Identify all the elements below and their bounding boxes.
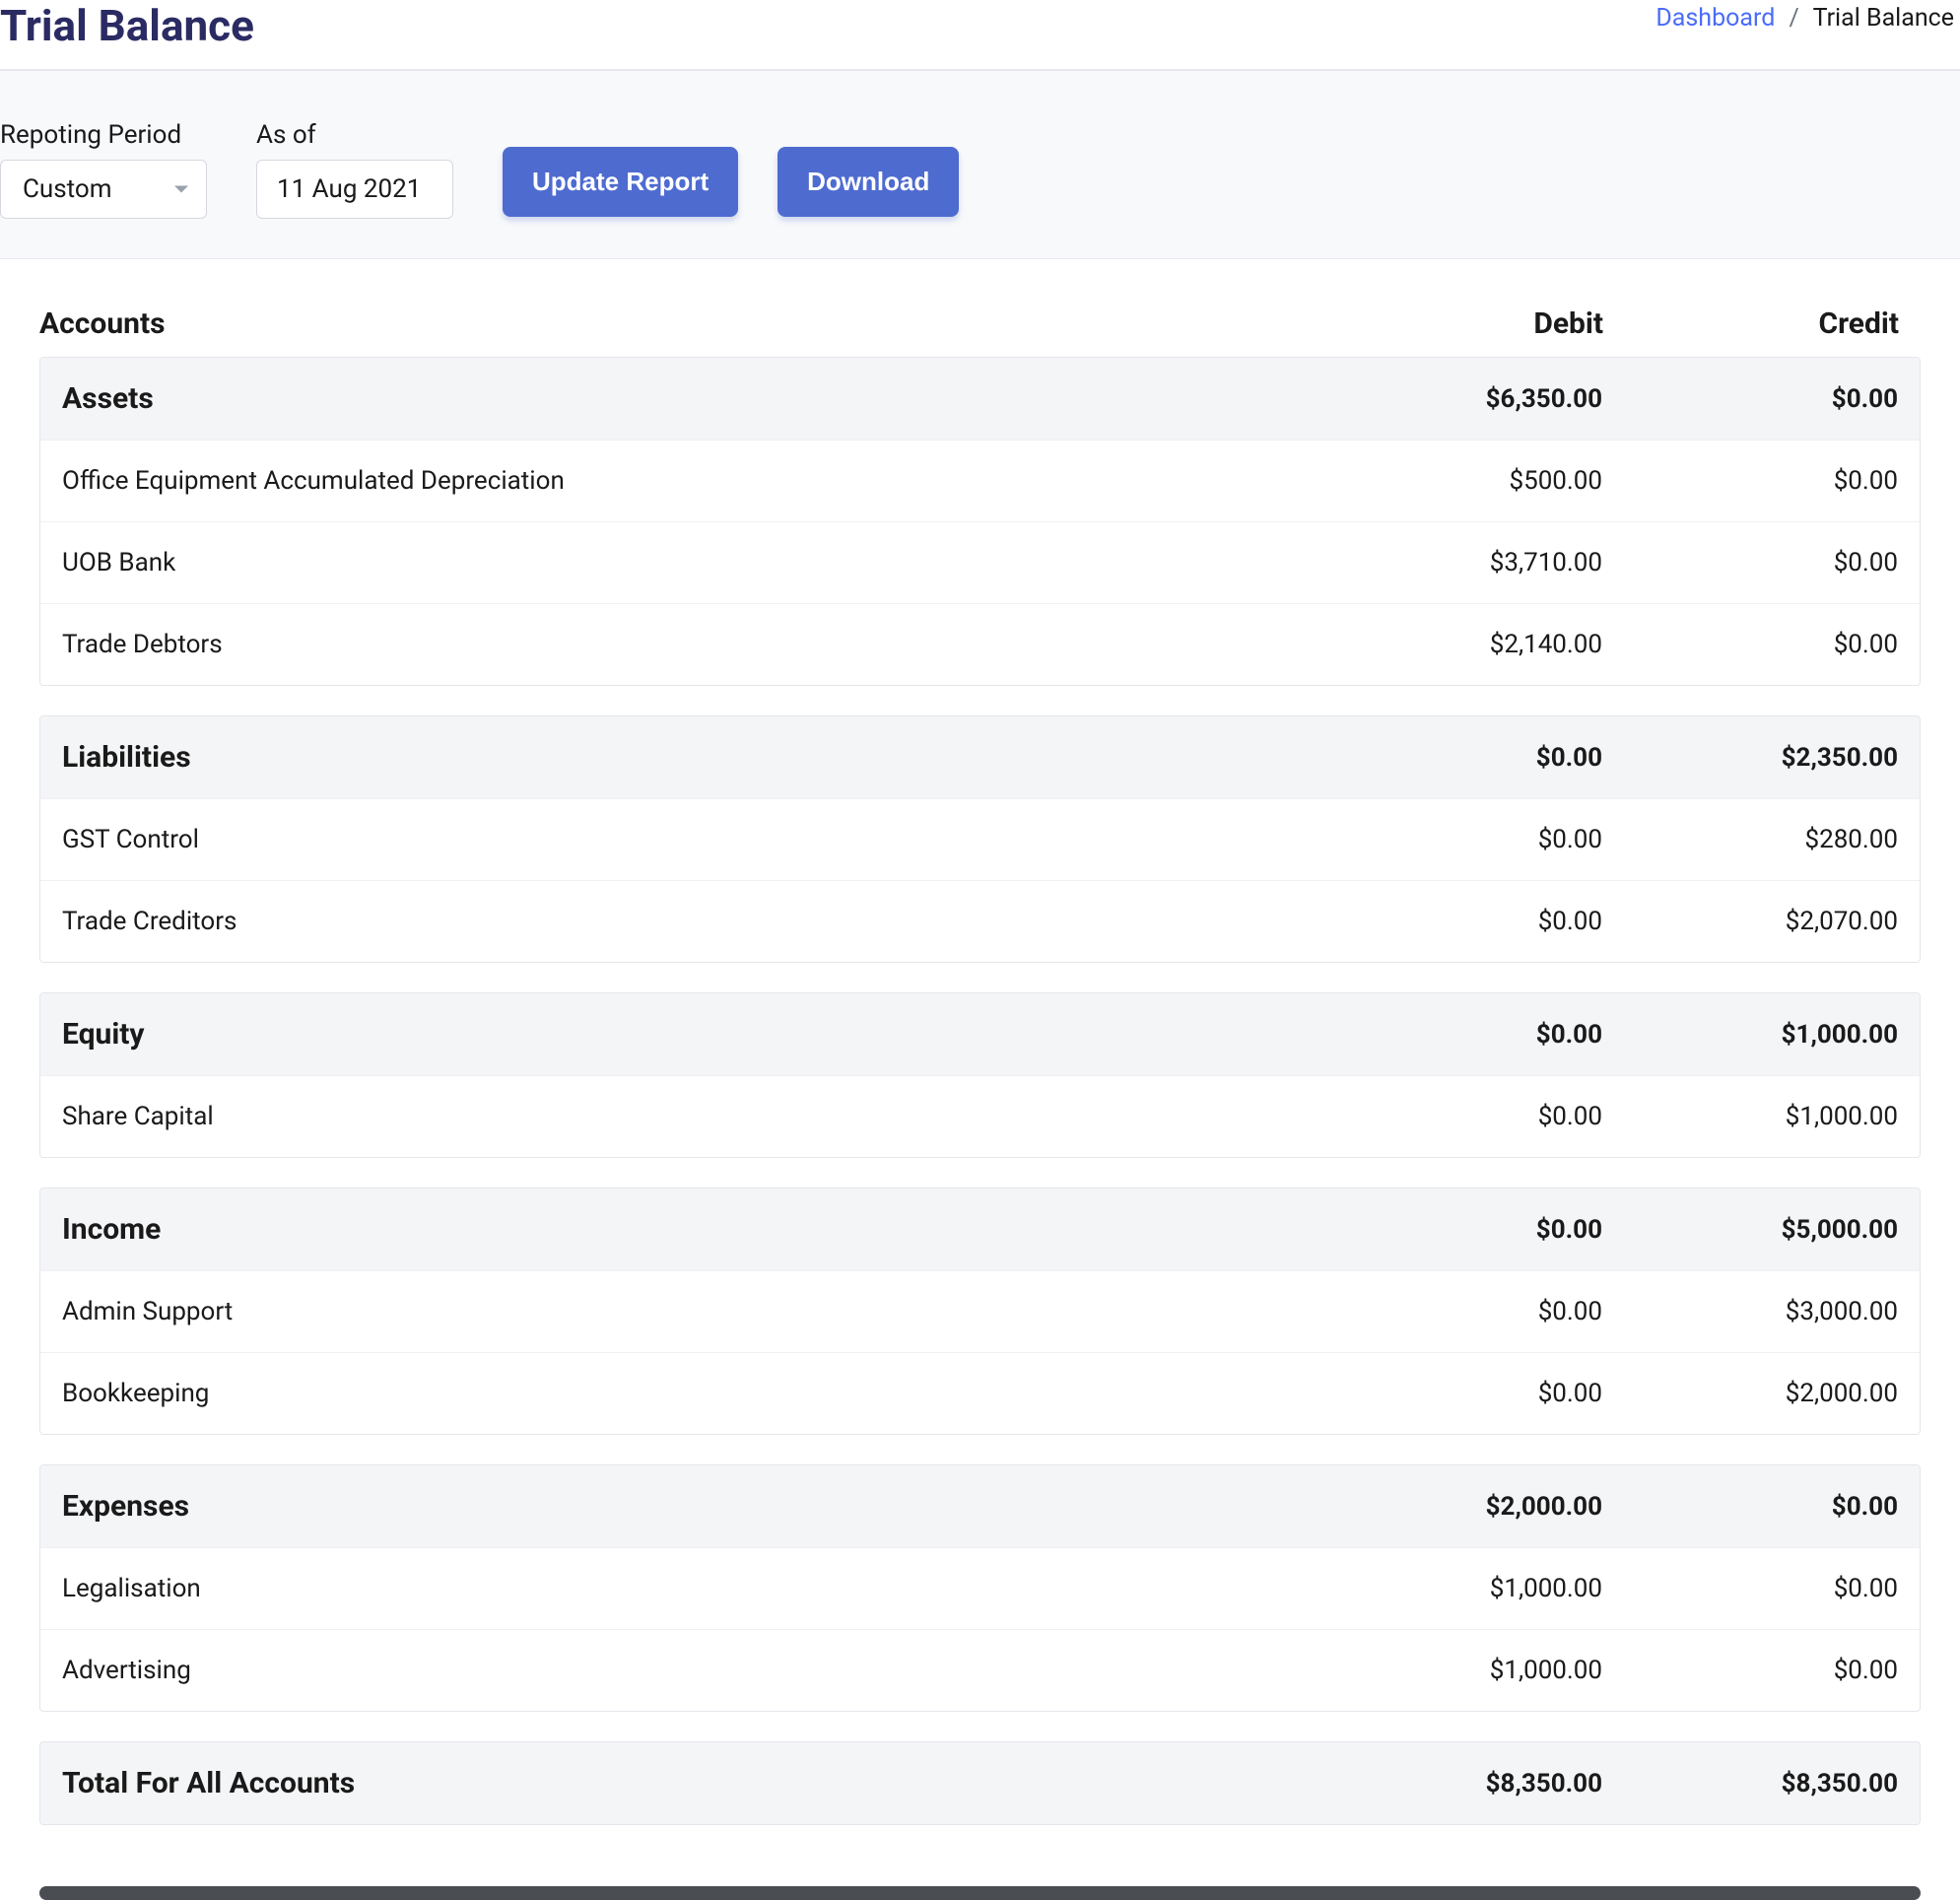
account-credit: $2,070.00 — [1602, 907, 1898, 936]
totals-credit: $8,350.00 — [1602, 1769, 1898, 1798]
section: Equity$0.00$1,000.00Share Capital$0.00$1… — [39, 992, 1921, 1158]
column-header-accounts: Accounts — [39, 306, 1408, 341]
section: Assets$6,350.00$0.00Office Equipment Acc… — [39, 357, 1921, 686]
account-credit: $0.00 — [1602, 1656, 1898, 1685]
page-header: Trial Balance Dashboard / Trial Balance — [0, 0, 1960, 71]
section: Income$0.00$5,000.00Admin Support$0.00$3… — [39, 1188, 1921, 1435]
section: Liabilities$0.00$2,350.00GST Control$0.0… — [39, 715, 1921, 963]
controls-bar: Repoting Period Custom As of 11 Aug 2021… — [0, 71, 1960, 259]
account-row: UOB Bank$3,710.00$0.00 — [40, 521, 1920, 603]
totals-label: Total For All Accounts — [62, 1766, 1386, 1800]
account-row: Advertising$1,000.00$0.00 — [40, 1629, 1920, 1711]
account-row: GST Control$0.00$280.00 — [40, 798, 1920, 880]
update-report-button[interactable]: Update Report — [503, 147, 738, 217]
account-debit: $0.00 — [1386, 1379, 1602, 1408]
account-credit: $0.00 — [1602, 548, 1898, 577]
account-name: Office Equipment Accumulated Depreciatio… — [62, 466, 1386, 496]
section-name: Expenses — [62, 1489, 1386, 1524]
column-headers: Accounts Debit Credit — [39, 289, 1921, 357]
account-credit: $2,000.00 — [1602, 1379, 1898, 1408]
section-debit: $0.00 — [1386, 1215, 1602, 1245]
account-credit: $0.00 — [1602, 630, 1898, 659]
reporting-period-label: Repoting Period — [0, 120, 207, 150]
section-header: Equity$0.00$1,000.00 — [40, 993, 1920, 1075]
account-debit: $0.00 — [1386, 1102, 1602, 1131]
section-name: Liabilities — [62, 740, 1386, 775]
breadcrumb-current: Trial Balance — [1813, 4, 1954, 33]
account-credit: $280.00 — [1602, 825, 1898, 854]
section-debit: $6,350.00 — [1386, 384, 1602, 414]
section-debit: $0.00 — [1386, 1020, 1602, 1050]
section: Expenses$2,000.00$0.00Legalisation$1,000… — [39, 1464, 1921, 1712]
reporting-period-value: Custom — [23, 174, 112, 204]
section-debit: $0.00 — [1386, 743, 1602, 773]
account-credit: $0.00 — [1602, 466, 1898, 496]
breadcrumb: Dashboard / Trial Balance — [1656, 0, 1960, 33]
reporting-period-group: Repoting Period Custom — [0, 120, 207, 219]
account-name: Trade Creditors — [62, 907, 1386, 936]
totals-debit: $8,350.00 — [1386, 1769, 1602, 1798]
section-credit: $1,000.00 — [1602, 1020, 1898, 1050]
account-debit: $2,140.00 — [1386, 630, 1602, 659]
download-button[interactable]: Download — [777, 147, 959, 217]
account-name: Share Capital — [62, 1102, 1386, 1131]
account-debit: $1,000.00 — [1386, 1656, 1602, 1685]
account-name: Advertising — [62, 1656, 1386, 1685]
account-debit: $0.00 — [1386, 907, 1602, 936]
section-header: Income$0.00$5,000.00 — [40, 1188, 1920, 1270]
section-name: Assets — [62, 381, 1386, 416]
account-credit: $0.00 — [1602, 1574, 1898, 1603]
section-header: Assets$6,350.00$0.00 — [40, 358, 1920, 440]
as-of-label: As of — [256, 120, 453, 150]
account-row: Trade Creditors$0.00$2,070.00 — [40, 880, 1920, 962]
sections-container: Assets$6,350.00$0.00Office Equipment Acc… — [39, 357, 1921, 1712]
section-header: Liabilities$0.00$2,350.00 — [40, 716, 1920, 798]
account-row: Admin Support$0.00$3,000.00 — [40, 1270, 1920, 1352]
section-credit: $2,350.00 — [1602, 743, 1898, 773]
controls-buttons: Update Report Download — [503, 147, 959, 219]
account-row: Trade Debtors$2,140.00$0.00 — [40, 603, 1920, 685]
breadcrumb-dashboard-link[interactable]: Dashboard — [1656, 4, 1775, 33]
account-name: Trade Debtors — [62, 630, 1386, 659]
section-name: Equity — [62, 1017, 1386, 1052]
horizontal-scrollbar[interactable] — [39, 1886, 1921, 1900]
report-content: Accounts Debit Credit Assets$6,350.00$0.… — [0, 259, 1960, 1865]
section-name: Income — [62, 1212, 1386, 1247]
breadcrumb-separator: / — [1790, 4, 1799, 33]
column-header-debit: Debit — [1408, 306, 1625, 341]
account-name: Bookkeeping — [62, 1379, 1386, 1408]
account-credit: $3,000.00 — [1602, 1297, 1898, 1326]
account-name: Legalisation — [62, 1574, 1386, 1603]
column-header-credit: Credit — [1625, 306, 1921, 341]
reporting-period-select[interactable]: Custom — [0, 160, 207, 219]
as-of-group: As of 11 Aug 2021 — [256, 120, 453, 219]
account-debit: $0.00 — [1386, 825, 1602, 854]
account-row: Bookkeeping$0.00$2,000.00 — [40, 1352, 1920, 1434]
account-name: GST Control — [62, 825, 1386, 854]
account-debit: $500.00 — [1386, 466, 1602, 496]
account-row: Legalisation$1,000.00$0.00 — [40, 1547, 1920, 1629]
section-credit: $0.00 — [1602, 1492, 1898, 1522]
account-credit: $1,000.00 — [1602, 1102, 1898, 1131]
section-debit: $2,000.00 — [1386, 1492, 1602, 1522]
section-credit: $5,000.00 — [1602, 1215, 1898, 1245]
account-name: UOB Bank — [62, 548, 1386, 577]
section-header: Expenses$2,000.00$0.00 — [40, 1465, 1920, 1547]
as-of-date-input[interactable]: 11 Aug 2021 — [256, 160, 453, 219]
page-title: Trial Balance — [0, 0, 254, 51]
totals-row: Total For All Accounts $8,350.00 $8,350.… — [39, 1741, 1921, 1825]
account-row: Office Equipment Accumulated Depreciatio… — [40, 440, 1920, 521]
account-debit: $0.00 — [1386, 1297, 1602, 1326]
chevron-down-icon — [174, 186, 188, 193]
account-debit: $3,710.00 — [1386, 548, 1602, 577]
account-debit: $1,000.00 — [1386, 1574, 1602, 1603]
account-row: Share Capital$0.00$1,000.00 — [40, 1075, 1920, 1157]
account-name: Admin Support — [62, 1297, 1386, 1326]
section-credit: $0.00 — [1602, 384, 1898, 414]
